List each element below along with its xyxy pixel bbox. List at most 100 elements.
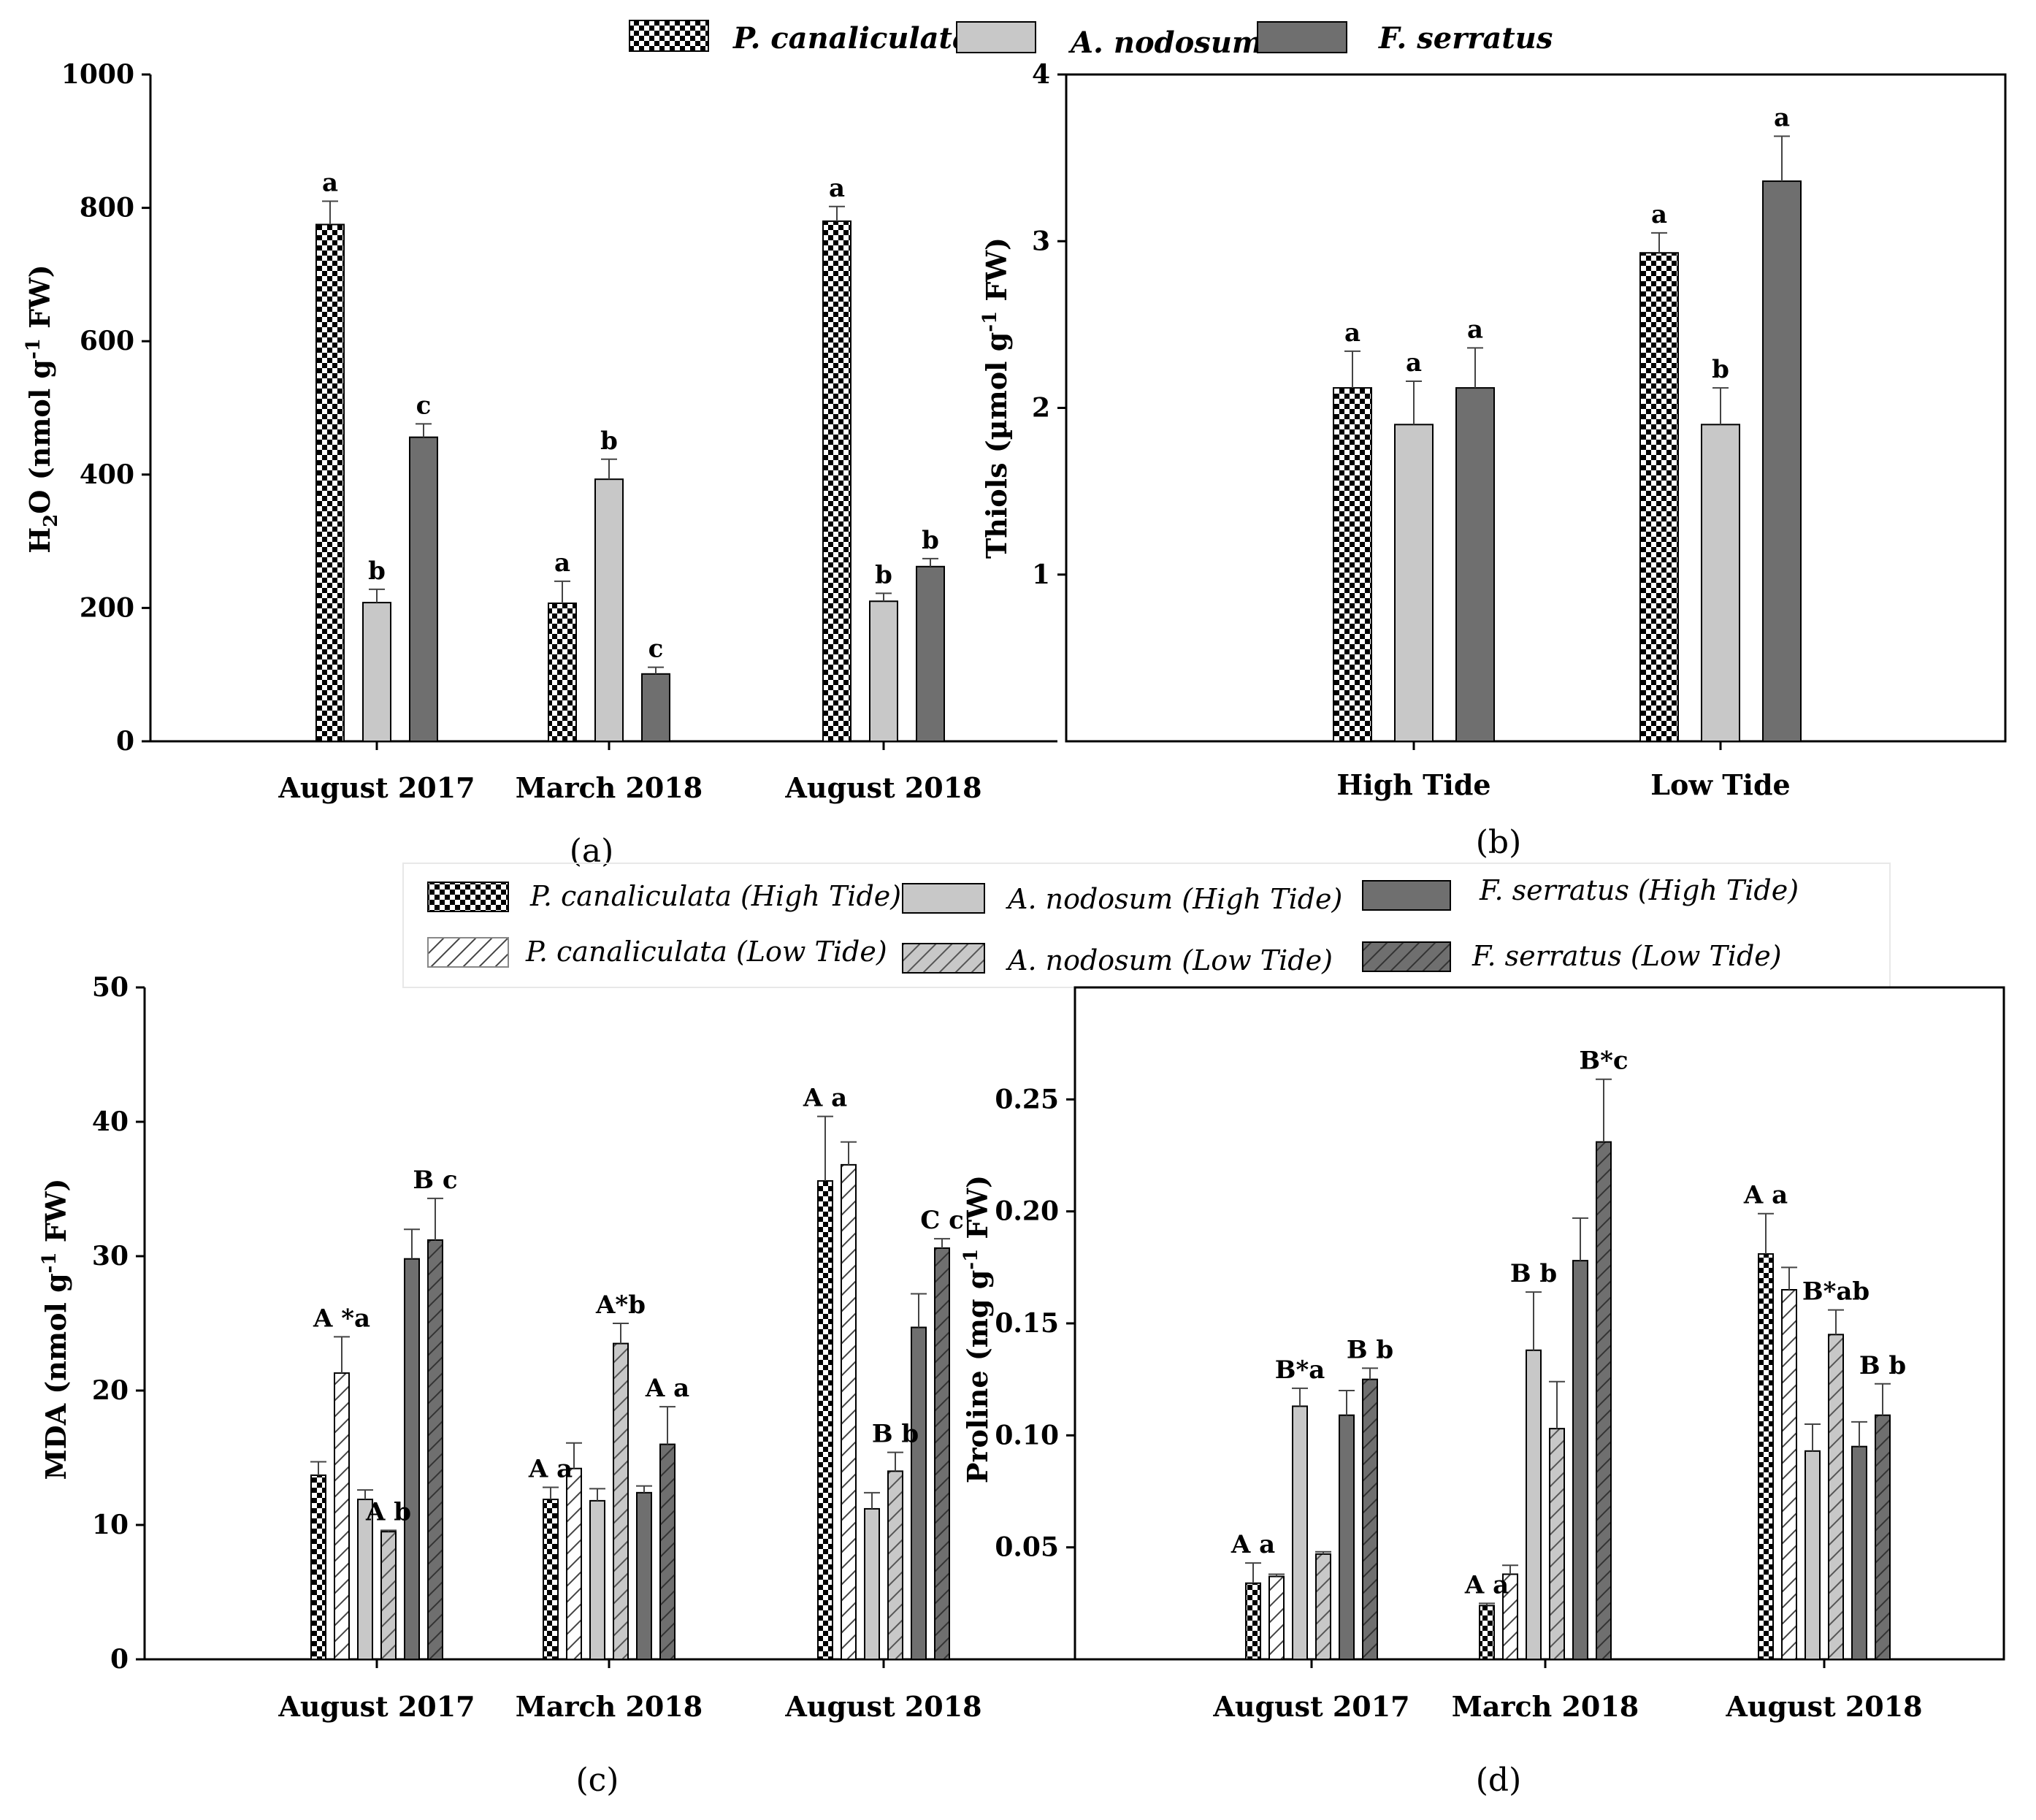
y-tick-label-a-1: 200: [80, 592, 134, 623]
bar-b-a-nodosum-high-tide: [1394, 424, 1434, 742]
bar-d-p-canaliculata-high-tide-august-2018: [1758, 1253, 1774, 1660]
bar-c-a-nodosum-low-tide-august-2017: [380, 1531, 397, 1660]
significance-letter-b-1-1: b: [1712, 355, 1729, 384]
x-category-label-d-august-2017: August 2017: [1212, 1690, 1409, 1723]
x-category-label-b-low-tide: Low Tide: [1650, 768, 1790, 801]
legend-swatch-f-serratus: [1257, 21, 1347, 53]
bar-c-a-nodosum-high-tide-march-2018: [589, 1499, 605, 1660]
legend-label-pc-low: P. canaliculata (Low Tide): [525, 936, 887, 968]
legend-label-fs-low: F. serratus (Low Tide): [1471, 940, 1782, 972]
bar-b-p-canaliculata-high-tide: [1333, 387, 1372, 742]
significance-letter-b-2-1: a: [1774, 103, 1790, 132]
significance-annotation-c-2: B c: [413, 1166, 457, 1195]
bar-a-f-serratus-august-2017: [409, 436, 438, 742]
bar-a-a-nodosum-march-2018: [594, 478, 624, 742]
x-category-label-a-august-2018: August 2018: [784, 771, 981, 804]
bar-d-f-serratus-low-tide-august-2017: [1362, 1378, 1378, 1660]
panel-d: 0.05 0.10 0.15 0.20 0.25 August 2017 March 201…: [960, 986, 2005, 1799]
significance-annotation-d-0: A a: [1231, 1530, 1275, 1559]
x-category-label-c-august-2018: August 2018: [784, 1690, 981, 1723]
legend-label-p-canaliculata: P. canaliculata: [732, 21, 971, 56]
bar-a-a-nodosum-august-2018: [869, 600, 898, 743]
significance-annotation-d-5: B*c: [1579, 1047, 1628, 1076]
y-axis-label-d: Proline (mg g-1 FW): [960, 1175, 994, 1483]
bar-c-a-nodosum-low-tide-august-2018: [887, 1470, 903, 1661]
y-tick-label-d-4: 0.25: [995, 1084, 1059, 1114]
legend-swatch-an-high: [902, 883, 985, 914]
y-tick-label-c-0: 0: [110, 1644, 129, 1675]
legend-label-a-nodosum: A. nodosum: [1068, 26, 1263, 60]
x-category-label-d-august-2018: August 2018: [1725, 1690, 1922, 1723]
bar-d-f-serratus-high-tide-march-2018: [1572, 1260, 1588, 1660]
bar-d-f-serratus-low-tide-march-2018: [1596, 1141, 1612, 1660]
bar-c-p-canaliculata-low-tide-august-2017: [334, 1372, 350, 1660]
y-tick-label-d-2: 0.15: [995, 1308, 1059, 1339]
bar-d-a-nodosum-high-tide-august-2017: [1292, 1405, 1308, 1660]
significance-letter-b-0-1: a: [1651, 200, 1667, 229]
legend-swatch-a-nodosum: [956, 21, 1036, 53]
bar-d-p-canaliculata-low-tide-august-2017: [1268, 1575, 1285, 1661]
significance-annotation-c-8: C c: [920, 1206, 964, 1235]
legend-label-pc-high: P. canaliculata (High Tide): [529, 880, 901, 912]
bar-d-a-nodosum-low-tide-march-2018: [1549, 1428, 1565, 1660]
bar-d-f-serratus-low-tide-august-2018: [1875, 1414, 1891, 1660]
y-tick-label-c-2: 20: [92, 1375, 129, 1406]
legend-swatch-pc-low: [427, 937, 509, 968]
x-category-label-a-march-2018: March 2018: [516, 771, 703, 804]
y-axis-label-c: MDA (nmol g-1 FW): [39, 1179, 72, 1480]
y-tick-label-c-4: 40: [92, 1106, 129, 1137]
bar-c-f-serratus-low-tide-august-2018: [934, 1247, 950, 1660]
significance-annotation-c-6: A a: [803, 1084, 847, 1113]
panel-label-d: (d): [1476, 1762, 1522, 1799]
bar-d-p-canaliculata-high-tide-august-2017: [1245, 1582, 1261, 1661]
legend-label-an-low: A. nodosum (Low Tide): [1006, 944, 1333, 976]
bar-b-f-serratus-high-tide: [1455, 387, 1495, 742]
panel-a: 0 200 400 600 800 1000 August 2017 March 2018 Au…: [23, 59, 1057, 870]
significance-annotation-c-0: A *a: [313, 1304, 370, 1333]
y-axis-label-a: H2O (nmol g-1 FW): [23, 264, 62, 554]
significance-letter-a-1-1: b: [600, 427, 618, 456]
significance-annotation-d-7: B*ab: [1802, 1277, 1869, 1307]
legend-swatch-fs-high: [1362, 880, 1451, 911]
y-tick-label-d-3: 0.20: [995, 1196, 1059, 1227]
y-tick-label-b-0: 1: [1032, 559, 1050, 590]
bottom-legend: P. canaliculata (High Tide) A. nodosum (…: [402, 863, 1891, 988]
significance-letter-a-0-2: a: [829, 174, 845, 203]
y-tick-label-a-2: 400: [80, 459, 134, 490]
bar-d-f-serratus-high-tide-august-2017: [1339, 1414, 1355, 1660]
bar-d-a-nodosum-low-tide-august-2017: [1315, 1553, 1331, 1661]
bar-a-p-canaliculata-august-2017: [315, 223, 345, 742]
bar-c-p-canaliculata-high-tide-august-2017: [310, 1474, 326, 1661]
x-category-label-c-march-2018: March 2018: [516, 1690, 703, 1723]
bar-c-a-nodosum-high-tide-august-2018: [864, 1507, 880, 1660]
significance-letter-b-0-0: a: [1344, 318, 1360, 348]
bar-c-a-nodosum-low-tide-march-2018: [613, 1342, 629, 1660]
bar-b-a-nodosum-low-tide: [1701, 424, 1740, 742]
bar-c-f-serratus-high-tide-august-2017: [404, 1258, 420, 1661]
bar-a-a-nodosum-august-2017: [362, 602, 391, 743]
bar-c-p-canaliculata-high-tide-august-2018: [817, 1179, 833, 1660]
y-tick-label-c-5: 50: [92, 972, 129, 1003]
significance-letter-a-2-1: c: [648, 635, 664, 664]
y-tick-label-c-3: 30: [92, 1241, 129, 1272]
significance-letter-a-1-2: b: [875, 560, 892, 589]
bar-d-a-nodosum-low-tide-august-2018: [1828, 1334, 1844, 1661]
significance-letter-a-2-0: c: [416, 391, 432, 420]
bar-b-f-serratus-low-tide: [1762, 180, 1802, 742]
significance-letter-a-0-1: a: [554, 548, 570, 578]
legend-swatch-fs-low: [1362, 941, 1451, 972]
bar-c-f-serratus-low-tide-august-2017: [427, 1239, 443, 1661]
legend-swatch-pc-high: [427, 882, 509, 912]
significance-annotation-c-3: A a: [528, 1454, 573, 1483]
panel-b: 1 2 3 4 High Tide Low Tide Thiols (µmol g-1 F…: [979, 59, 2007, 861]
bar-c-p-canaliculata-low-tide-march-2018: [566, 1467, 582, 1660]
significance-annotation-c-5: A a: [645, 1374, 689, 1403]
y-tick-label-a-0: 0: [116, 726, 134, 757]
bar-a-f-serratus-august-2018: [916, 565, 945, 742]
bar-b-p-canaliculata-low-tide: [1639, 252, 1679, 743]
significance-annotation-c-7: B b: [872, 1420, 919, 1449]
significance-letter-b-1-0: a: [1406, 348, 1422, 378]
significance-annotation-c-1: A b: [365, 1497, 411, 1526]
y-tick-label-a-5: 1000: [61, 59, 134, 90]
